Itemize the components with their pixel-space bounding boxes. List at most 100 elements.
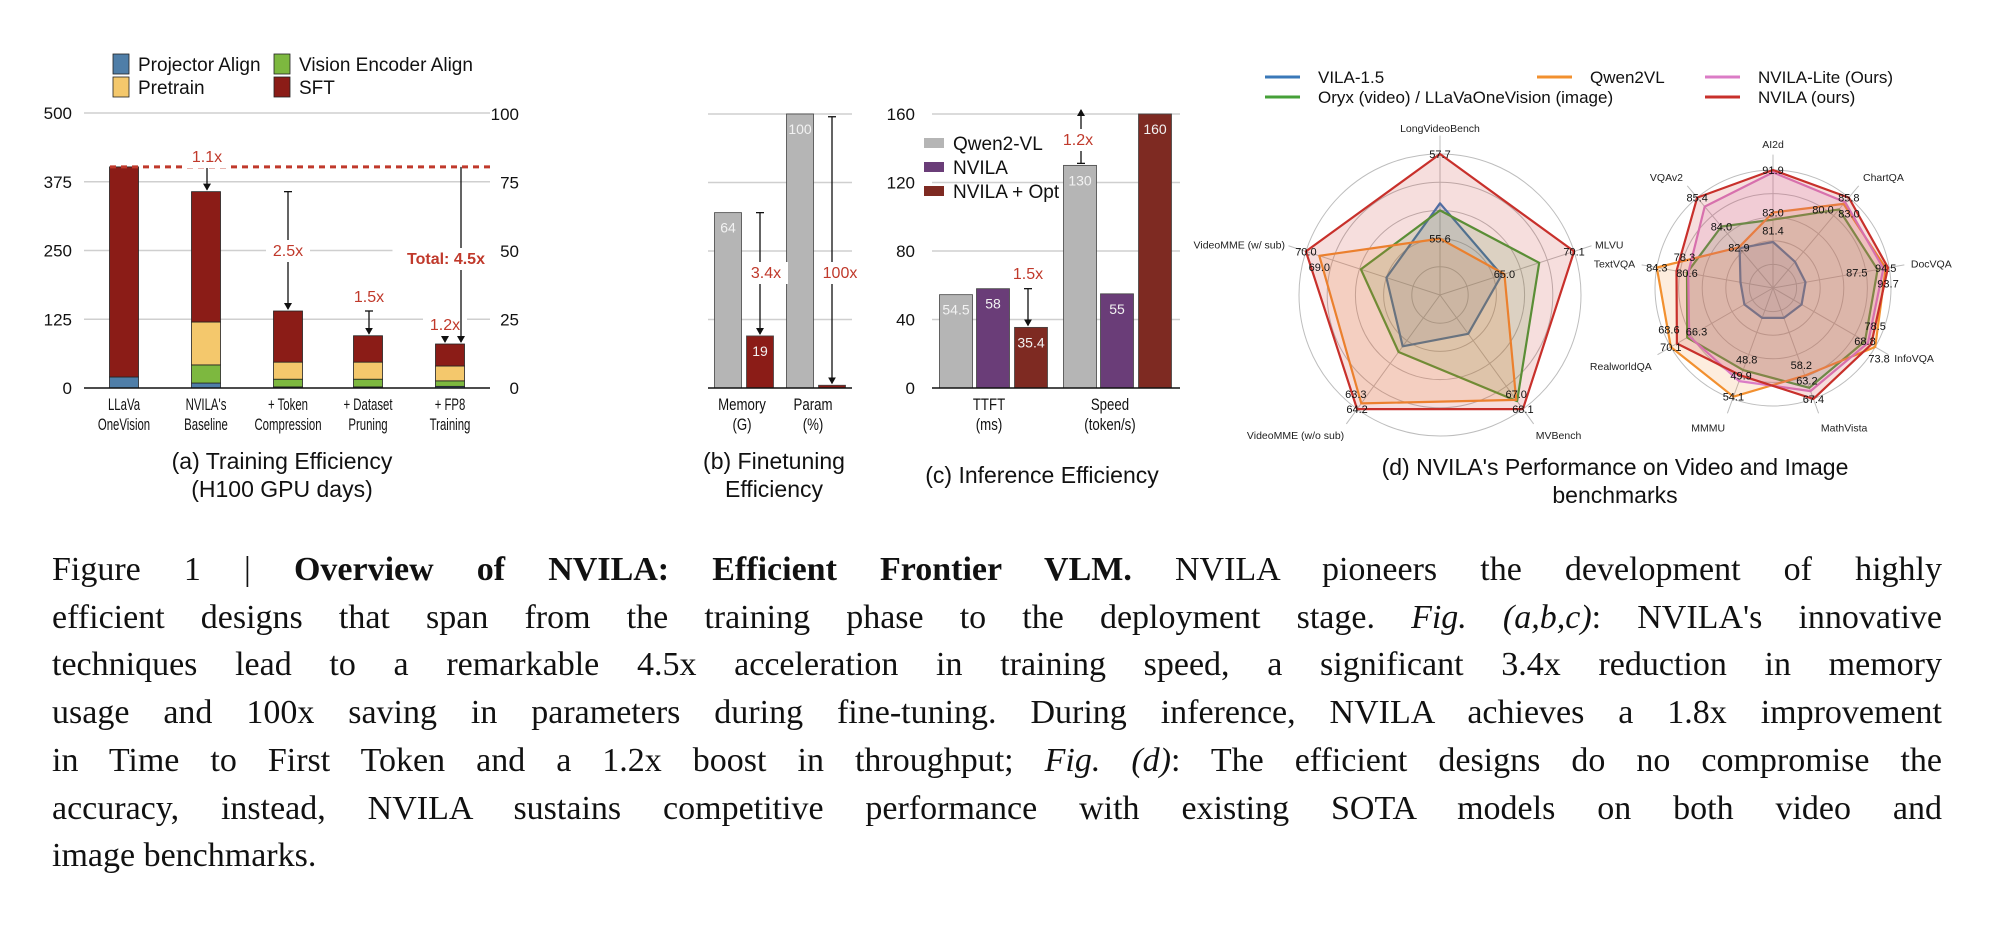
caption-line: in Time to First Token and a 1.2x boost … [52,737,1942,785]
chart-c-inference-efficiency: 0 40 80 120 160 54.5 130 Qwen2-VL 58 55 NVILA 35.4 1… [887,105,1180,488]
radar-value-label: 63.3 [1345,389,1366,401]
caption-text: Figure 1 | [52,551,294,588]
x-tick-label: Speed [1091,395,1129,414]
bar-segment [273,378,303,388]
legend-label: Qwen2VL [1590,68,1665,87]
x-tick-label: (%) [803,415,824,434]
legend-swatch [273,76,291,98]
bar-segment [191,321,221,366]
y-tick-label: 40 [896,311,915,330]
caption-line: image benchmarks. [52,832,1942,880]
radar-value-label: 68.1 [1512,404,1533,416]
radar-value-label: 66.3 [1686,327,1707,339]
annotation-label-bg [1056,129,1100,151]
radar-axis-label: MVBench [1536,430,1582,442]
x-tick-label: Memory [718,395,766,414]
bar [1138,113,1172,389]
bar-segment [353,361,383,380]
chart-subtitle: (H100 GPU days) [191,476,373,502]
chart-title: (a) Training Efficiency [172,448,393,474]
legend-label: VILA-1.5 [1318,68,1384,87]
legend-label: SFT [299,78,335,99]
radar-axis-label: InfoVQA [1894,353,1934,365]
caption-text: usage and 100x saving in parameters duri… [52,694,1942,732]
radar-value-label: 64.2 [1346,404,1367,416]
bar-value-label: 64 [720,220,736,236]
figure-caption: Figure 1 | Overview of NVILA: Efficient … [52,546,1942,880]
radar-value-label: 93.7 [1877,279,1898,291]
radar-series-nvila [1304,152,1576,411]
bar [1100,293,1134,389]
radar-value-label: 91.9 [1762,165,1783,177]
annotation-label: Total: 4.5x [407,251,485,268]
radar-value-label: 85.4 [1686,193,1707,205]
radar-series-qwen [1318,237,1518,405]
x-tick-label: NVILA's [186,395,227,414]
y-tick-label: 0 [510,379,519,398]
legend-label: NVILA-Lite (Ours) [1758,68,1893,87]
caption-text: techniques lead to a remarkable 4.5x acc… [52,646,1942,684]
radar-value-label: 70.0 [1295,246,1316,258]
radar-axis [1726,287,1774,414]
caption-line: techniques lead to a remarkable 4.5x acc… [52,641,1942,689]
bar-value-label: 100 [788,121,812,137]
radar-axis-label: VideoMME (w/ sub) [1194,240,1285,252]
radar-value-label: 81.4 [1762,226,1783,238]
chart-a-training-efficiency: 0 125 250 375 500 Projector Align Vision Encod… [44,53,500,502]
radar-axis [1439,245,1592,296]
radar-axis-label: VideoMME (w/o sub) [1247,430,1344,442]
bar-value-label: 130 [1068,172,1092,188]
annotation-label-bg [266,240,310,262]
caption-bold-title: Overview of NVILA: Efficient Frontier VL… [293,551,1132,588]
annotation-label-bg [392,248,500,270]
annotation-label-bg [1006,263,1050,285]
legend-swatch [924,138,944,148]
radar-axis-label: DocVQA [1911,259,1952,271]
bar-segment [109,166,139,378]
radar-value-label: 49.9 [1730,371,1751,383]
annotation-label-bg [185,146,229,168]
radar-value-label: 84.0 [1711,222,1732,234]
caption-text: in Time to First Token and a 1.2x boost … [52,741,1045,779]
radar-series-nvila [1675,168,1890,400]
x-tick-label: Compression [254,415,321,434]
x-tick-label: + Dataset [343,395,392,414]
bar-value-label: 160 [1143,121,1167,137]
y-tick-label: 100 [491,105,519,124]
bar-value-label: 35.4 [1017,334,1044,350]
chart-title: (d) NVILA's Performance on Video and Ima… [1382,454,1849,480]
radar-axis [1772,287,1889,356]
y-tick-label: 75 [500,174,519,193]
bar-value-label: 58 [985,296,1001,312]
radar-value-label: 87.5 [1846,267,1867,279]
radar-value-label: 55.6 [1429,234,1450,246]
bar-segment [273,310,303,363]
x-tick-label: LLaVa [108,395,140,414]
radar-value-label: 83.0 [1838,209,1859,221]
radar-value-label: 68.6 [1658,325,1679,337]
radar-value-label: 83.0 [1762,208,1783,220]
bar-segment [435,343,465,367]
bar [1063,164,1097,389]
chart-title: (c) Inference Efficiency [925,462,1159,488]
caption-figure-ref: Fig. (d) [1044,741,1171,779]
radar-axis-label: ChartQA [1863,172,1904,184]
radar-value-label: 84.3 [1646,263,1667,275]
radar-value-label: 54.1 [1723,392,1744,404]
bar-value-label: 19 [752,343,768,359]
annotation-label: 100x [823,265,858,282]
radar-value-label: 78.3 [1674,252,1695,264]
radar-value-label: 73.8 [1868,354,1889,366]
radar-value-label: 80.6 [1676,268,1697,280]
radar-video: LongVideoBench MLVU MVBench VideoMME (w/o s… [1194,123,1624,442]
x-tick-label: (token/s) [1084,415,1135,434]
bar-segment [191,364,221,384]
radar-value-label: 80.0 [1812,204,1833,216]
radar-axis [1686,185,1774,289]
legend-swatch [924,186,944,196]
legend-swatch [112,76,130,98]
legend-swatch [112,53,130,75]
y-tick-label: 0 [906,379,915,398]
